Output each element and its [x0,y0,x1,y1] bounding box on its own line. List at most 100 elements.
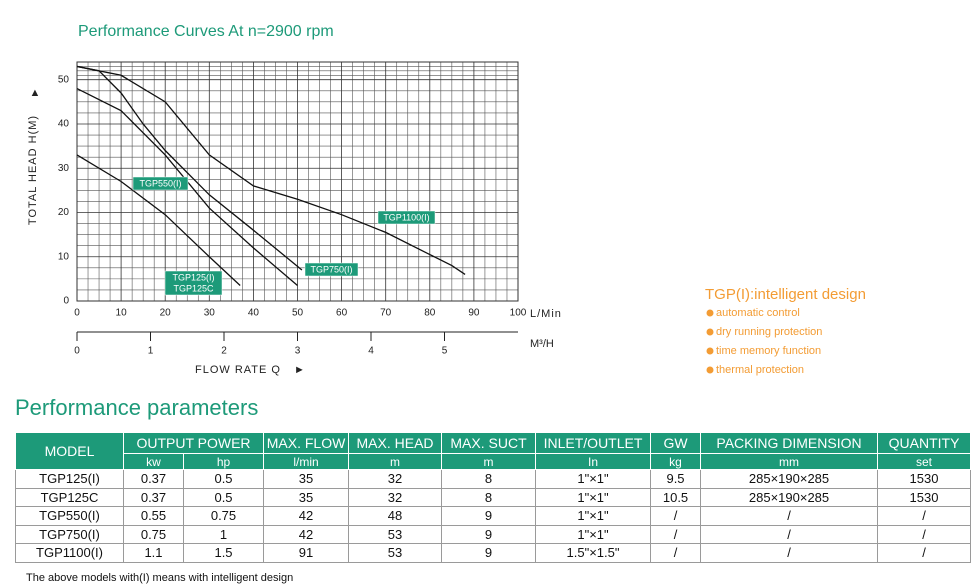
cell: 9 [441,524,537,544]
cell: 8 [441,469,537,489]
x2-unit: M³/H [530,338,554,350]
footnote: The above models with(I) means with inte… [26,572,294,584]
cell: 0.75 [182,506,265,526]
cell: 53 [348,543,443,563]
cell: 1 [182,524,265,544]
x2-tick-label: 5 [442,346,448,357]
header: QUANTITY [877,432,972,454]
header: MAX. FLOW [263,432,350,454]
y-tick-label: 30 [58,163,70,174]
cell: 1.1 [123,543,184,563]
x2-tick-label: 0 [74,346,80,357]
cell: 48 [348,506,443,526]
bullet [706,366,714,374]
cell: TGP125C [15,487,124,507]
cell: / [650,543,702,563]
cell: 0.5 [182,469,265,489]
arrow: ► [294,364,305,376]
sub-header: kw [123,453,184,470]
x-tick-label: 0 [74,308,80,319]
chart-title: Performance Curves At n=2900 rpm [78,23,334,40]
feature-item: time memory function [716,345,821,357]
table-row: TGP550(I) 0.55 0.75 42 48 9 1"×1" / / / [15,506,972,526]
legend-box [132,176,189,191]
cell: 1"×1" [535,487,652,507]
x-tick-label: 20 [160,308,172,319]
legend-label: TGP125C [173,283,214,293]
x-tick-label: 100 [510,308,527,319]
cell: 9 [441,506,537,526]
y-axis-label: TOTAL HEAD H(M) [27,115,39,225]
cell: / [650,506,702,526]
table-row: TGP125(I) 0.37 0.5 35 32 8 1"×1" 9.5 285×190×285… [15,469,972,489]
feature-item: dry running protection [716,326,822,338]
cell: 35 [263,487,350,507]
x2-tick-label: 4 [368,346,374,357]
cell: / [877,506,972,526]
sub-header: m [441,453,537,470]
cell: 1.5 [182,543,265,563]
cell: 0.37 [123,487,184,507]
cell: 1"×1" [535,506,652,526]
x-tick-label: 90 [468,308,480,319]
cell: 285×190×285 [700,469,879,489]
cell: 0.5 [182,487,265,507]
curve [76,65,466,275]
feature-item: thermal protection [716,364,804,376]
x2-tick-label: 1 [148,346,154,357]
header: MAX. HEAD [348,432,443,454]
cell: 35 [263,469,350,489]
cell: / [877,543,972,563]
curve [76,154,241,286]
y-tick-label: 20 [58,207,70,218]
cell: / [650,524,702,544]
legend-label: TGP750(I) [310,264,352,274]
x-tick-label: 50 [292,308,304,319]
cell: 9.5 [650,469,702,489]
cell: TGP750(I) [15,524,124,544]
cell: / [700,543,879,563]
cell: 53 [348,524,443,544]
x-tick-label: 80 [424,308,436,319]
cell: 1530 [877,487,972,507]
sub-header: m [348,453,443,470]
cell: TGP550(I) [15,506,124,526]
header: GW [650,432,702,454]
x-tick-label: 60 [336,308,348,319]
cell: 0.75 [123,524,184,544]
cell: 9 [441,543,537,563]
bullet [706,328,714,336]
parameter-table: MODEL OUTPUT POWER MAX. FLOW MAX. HEAD M… [15,432,972,563]
x2-tick-label: 2 [221,346,227,357]
cell: 91 [263,543,350,563]
x-unit: L/Min [530,308,562,320]
curve [76,65,303,271]
sub-header: mm [700,453,879,470]
bullet [706,309,714,317]
legend-label: TGP125(I) [172,272,214,282]
sub-header: In [535,453,652,470]
legend-box [304,262,359,277]
cell: 8 [441,487,537,507]
sub-header: kg [650,453,702,470]
x-tick-label: 70 [380,308,392,319]
table-row: TGP125C 0.37 0.5 35 32 8 1"×1" 10.5 285×190×285 1… [15,487,972,507]
x2-tick-label: 3 [295,346,301,357]
cell: TGP125(I) [15,469,124,489]
cell: 32 [348,487,443,507]
cell: 10.5 [650,487,702,507]
y-tick-label: 0 [63,296,69,307]
cell: 0.37 [123,469,184,489]
cell: 285×190×285 [700,487,879,507]
sub-header: set [877,453,972,470]
bullet [706,347,714,355]
header: INLET/OUTLET [535,432,652,454]
legend-box [377,210,436,225]
legend-box [164,270,223,296]
legend-label: TGP1100(I) [383,212,429,222]
x-tick-label: 10 [116,308,128,319]
cell: 1.5"×1.5" [535,543,652,563]
cell: TGP1100(I) [15,543,124,563]
cell: 32 [348,469,443,489]
